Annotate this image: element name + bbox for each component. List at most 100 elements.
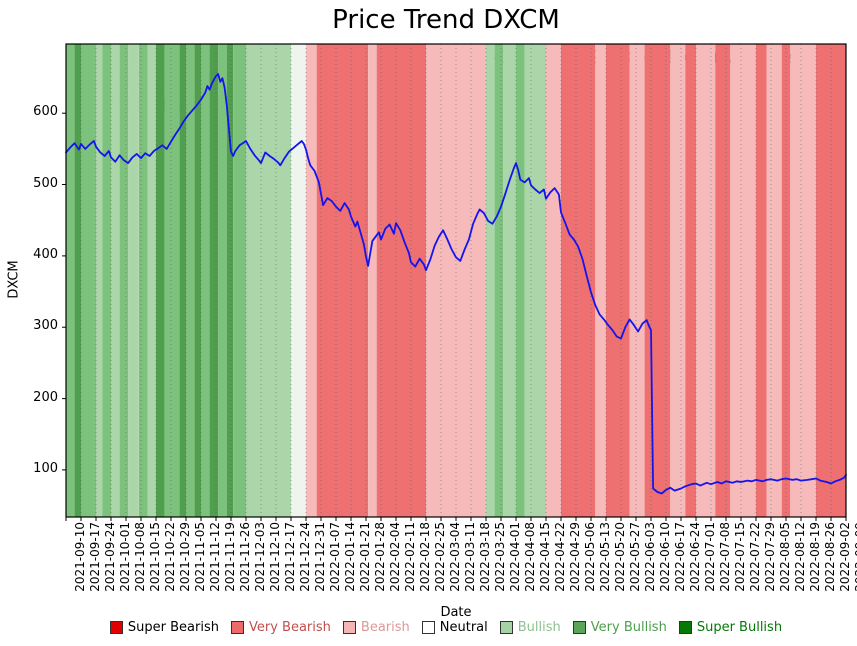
x-tick-label-text: 2021-11-05 [193,522,207,592]
x-tick-label-text: 2022-02-18 [418,522,432,592]
sentiment-band-bearish [629,44,645,517]
legend-label: Very Bearish [249,620,331,635]
x-tick-label-text: 2022-04-22 [553,522,567,592]
sentiment-band-bullish [524,44,546,517]
sentiment-band-very_bullish [119,44,129,517]
legend-swatch [421,621,435,634]
x-tick-label-text: 2022-08-19 [808,522,822,592]
x-tick-label-text: 2022-06-24 [688,522,702,592]
sentiment-band-bearish [730,44,756,517]
sentiment-band-very_bearish [561,44,596,517]
x-tick-label-text: 2022-03-25 [493,522,507,592]
sentiment-band-bullish [128,44,139,517]
x-tick-label-text: 2022-02-25 [433,522,447,592]
sentiment-band-very_bullish [233,44,246,517]
x-tick-label-text: 2022-02-04 [388,522,402,592]
sentiment-band-very_bullish [171,44,180,517]
sentiment-band-very_bearish [756,44,767,517]
x-tick-label-text: 2022-04-29 [568,522,582,592]
x-tick-label-text: 2022-06-17 [673,522,687,592]
x-tick-label-text: 2022-09-09 [853,522,857,592]
legend-item-very-bullish: Very Bullish [572,620,667,635]
legend-swatch [342,621,356,634]
x-tick-label-text: 2022-01-28 [373,522,387,592]
legend-swatch [678,621,692,634]
x-tick-label-text: 2022-08-26 [823,522,837,592]
sentiment-band-very_bullish [81,44,96,517]
sentiment-band-bearish [790,44,816,517]
legend-item-bearish: Bearish [342,620,410,635]
sentiment-band-bearish [595,44,606,517]
y-tick-label: 600 [33,104,58,120]
price-line [65,73,847,495]
y-tick-label: 300 [33,318,58,334]
sentiment-band-bullish [96,44,103,517]
y-tick-label: 400 [33,246,58,262]
x-tick-label-text: 2022-06-10 [658,522,672,592]
legend-label: Neutral [439,620,488,635]
x-tick-label-text: 2021-12-10 [268,522,282,592]
x-tick-label-text: 2022-08-12 [793,522,807,592]
x-tick-label-text: 2022-07-08 [718,522,732,592]
legend-swatch [109,621,123,634]
sentiment-band-very_bearish [606,44,630,517]
sentiment-band-bullish [111,44,120,517]
sentiment-band-bullish [503,44,516,517]
x-tick-label-text: 2021-12-03 [253,522,267,592]
sentiment-band-very_bearish [685,44,696,517]
sentiment-band-super_bullish [156,44,165,517]
sentiment-band-bullish [147,44,156,517]
legend-item-neutral: Neutral [421,620,488,635]
sentiment-band-very_bullish [516,44,525,517]
sentiment-band-very_bearish [376,44,426,517]
sentiment-band-bearish [306,44,317,517]
plot-border [65,43,847,518]
x-tick-label-text: 2022-05-06 [583,522,597,592]
x-tick-label-text: 2022-02-11 [403,522,417,592]
x-tick-label-text: 2022-07-15 [733,522,747,592]
sentiment-band-bearish [670,44,686,517]
sentiment-band-very_bullish [164,44,171,517]
sentiment-band-super_bullish [209,44,219,517]
x-tick-label-text: 2022-03-18 [478,522,492,592]
legend-label: Bearish [360,620,410,635]
x-axis-label: Date [440,605,472,620]
legend-label: Very Bullish [590,620,667,635]
x-tick-label-text: 2022-05-20 [613,522,627,592]
legend-swatch [499,621,513,634]
legend-item-super-bearish: Super Bearish [109,620,219,635]
sentiment-band-super_bullish [74,44,81,517]
sentiment-band-very_bullish [102,44,111,517]
x-tick-label-text: 2022-05-13 [598,522,612,592]
sentiment-band-neutral [291,44,306,517]
legend-swatch [231,621,244,634]
x-tick-label-text: 2022-07-29 [763,522,777,592]
sentiment-band-super_bullish [194,44,201,517]
chart-title: Price Trend DXCM [332,5,560,35]
x-tick-label-text: 2022-04-01 [508,522,522,592]
sentiment-band-very_bullish [201,44,210,517]
x-tick-label-text: 2022-01-07 [328,522,342,592]
x-tick-label-text: 2022-01-14 [343,522,357,592]
x-tick-label-text: 2021-10-15 [148,522,162,592]
sentiment-band-very_bullish [186,44,195,517]
sentiment-band-very_bearish [715,44,731,517]
x-tick-label-text: 2022-05-27 [628,522,642,592]
legend-item-very-bearish: Very Bearish [231,620,331,635]
x-tick-label-text: 2022-08-05 [778,522,792,592]
x-tick-label-text: 2021-12-24 [298,522,312,592]
x-tick-label-text: 2021-10-01 [118,522,132,592]
sentiment-band-very_bullish [138,44,148,517]
x-tick-label-text: 2021-09-17 [88,522,102,592]
legend-label: Bullish [517,620,561,635]
legend-label: Super Bearish [127,620,219,635]
x-tick-label-text: 2022-03-04 [448,522,462,592]
sentiment-band-very_bullish [66,44,75,517]
sentiment-band-bullish [246,44,291,517]
sentiment-band-bearish [766,44,782,517]
legend-item-bullish: Bullish [499,620,561,635]
x-tick-label-text: 2022-07-22 [748,522,762,592]
x-tick-label-text: 2022-04-08 [523,522,537,592]
